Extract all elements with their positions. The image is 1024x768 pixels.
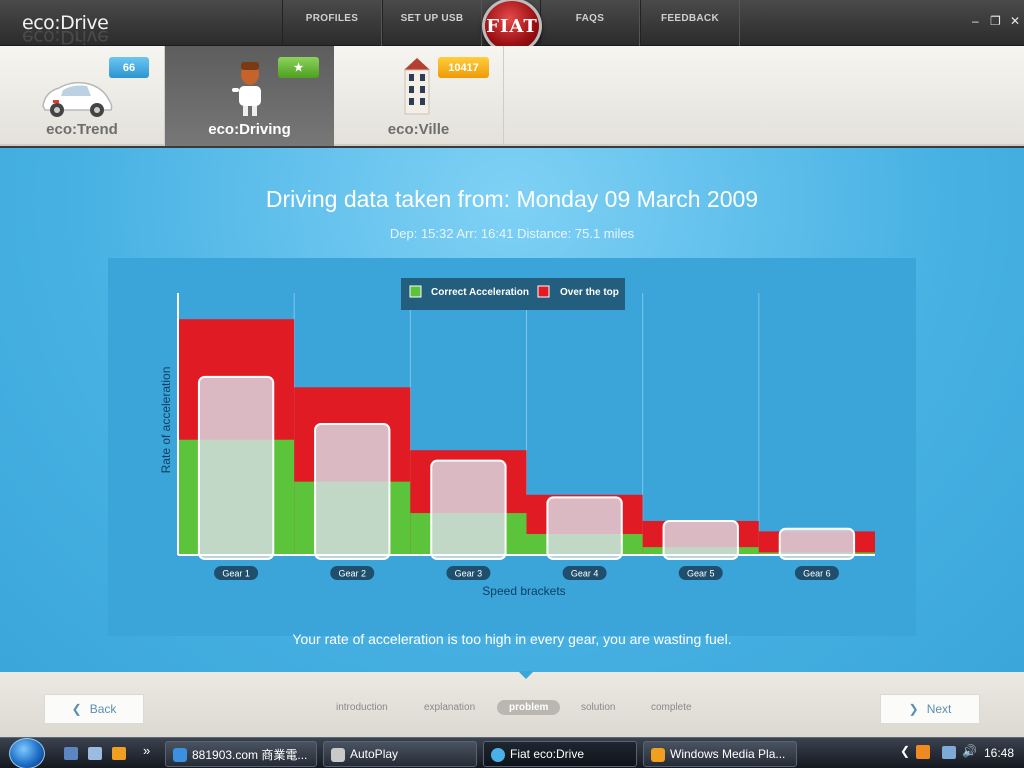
media-player-icon[interactable] <box>112 747 126 760</box>
bar-average <box>778 527 856 560</box>
windows-taskbar: » 881903.com 商業電... AutoPlay Fiat eco:Dr… <box>0 737 1024 768</box>
next-button[interactable]: ❯ Next <box>880 694 980 724</box>
building-icon <box>404 58 430 115</box>
star-icon: ★ <box>278 57 319 78</box>
close-icon[interactable]: ✕ <box>1010 14 1021 28</box>
tab-eco-driving[interactable]: ★ eco:Driving <box>165 46 334 146</box>
bar-average <box>430 459 507 560</box>
bottom-navigation: ❮ Back introduction explanation problem … <box>0 671 1024 737</box>
acceleration-chart-panel: Gear 1 Gear 2 Gear 3 Gear 4 Gear 5 Gear 6 Spe… <box>108 258 916 636</box>
result-message: Your rate of acceleration is too high in… <box>292 631 732 647</box>
legend-swatch-correct <box>409 285 422 298</box>
back-button[interactable]: ❮ Back <box>44 694 144 724</box>
tab-divider <box>503 46 504 146</box>
tray-expand-icon[interactable]: ❮ <box>900 744 911 758</box>
x-tick-label: Gear 6 <box>803 569 831 579</box>
nav-feedback[interactable]: FEEDBACK <box>640 0 740 46</box>
language-bar-icon[interactable] <box>916 745 930 759</box>
acceleration-chart: Gear 1 Gear 2 Gear 3 Gear 4 Gear 5 Gear 6 Spe… <box>159 278 875 598</box>
x-tick-pill <box>214 566 259 580</box>
chevron-left-icon: ❮ <box>71 702 82 716</box>
bar-average <box>197 375 275 560</box>
tab-label: eco:Driving <box>208 121 291 138</box>
y-axis-title: Rate of acceleration <box>159 367 173 474</box>
car-icon <box>42 81 113 117</box>
next-button-label: Next <box>926 702 952 716</box>
step-explanation[interactable]: explanation <box>424 702 476 713</box>
task-label: AutoPlay <box>350 747 399 761</box>
bar-average <box>662 519 739 561</box>
taskbar-item-browser[interactable]: 881903.com 商業電... <box>165 741 317 767</box>
step-problem[interactable]: problem <box>497 700 561 715</box>
x-tick-label: Gear 4 <box>571 569 599 579</box>
minimize-icon[interactable]: – <box>972 14 979 28</box>
eco-ville-score-badge: 10417 <box>438 57 489 78</box>
task-label: Windows Media Pla... <box>670 747 786 761</box>
tab-label: eco:Ville <box>387 121 450 138</box>
volume-icon[interactable]: 🔊 <box>962 744 977 758</box>
step-introduction[interactable]: introduction <box>336 702 388 713</box>
x-tick-label: Gear 2 <box>338 569 366 579</box>
bar-average <box>546 496 623 560</box>
quick-launch-overflow[interactable]: » <box>143 743 151 758</box>
tab-label: eco:Trend <box>46 121 118 138</box>
drive-icon <box>331 748 345 762</box>
x-tick-pill <box>446 566 491 580</box>
step-complete[interactable]: complete <box>651 702 692 713</box>
legend-swatch-over <box>537 285 550 298</box>
back-button-label: Back <box>89 702 117 716</box>
bar-average <box>314 423 391 560</box>
chart-legend: Correct Acceleration Over the top <box>401 278 625 310</box>
internet-explorer-icon <box>173 748 187 762</box>
x-axis-title: Speed brackets <box>482 584 565 598</box>
trip-details: Dep: 15:32 Arr: 16:41 Distance: 75.1 mil… <box>389 226 635 241</box>
media-player-icon <box>651 748 665 762</box>
top-bar: eco:Drive eco:Drive PROFILES SET UP USB … <box>0 0 1024 54</box>
legend-label-over: Over the top <box>560 287 619 298</box>
task-label: Fiat eco:Drive <box>510 747 585 761</box>
taskbar-item-media-player[interactable]: Windows Media Pla... <box>643 741 797 767</box>
task-label: 881903.com 商業電... <box>192 747 308 762</box>
step-solution[interactable]: solution <box>581 702 616 713</box>
nav-profiles[interactable]: PROFILES <box>282 0 382 46</box>
clock[interactable]: 16:48 <box>984 746 1015 760</box>
taskbar-item-autoplay[interactable]: AutoPlay <box>323 741 477 767</box>
x-tick-label: Gear 3 <box>455 569 483 579</box>
tab-eco-ville[interactable]: 10417 eco:Ville <box>334 46 503 146</box>
x-tick-pill <box>330 566 375 580</box>
eco-trend-score-badge: 66 <box>109 57 149 78</box>
network-icon[interactable] <box>942 746 956 759</box>
legend-background <box>401 278 625 310</box>
top-nav-left: PROFILES SET UP USB <box>282 0 482 46</box>
page-title: Driving data taken from: Monday 09 March… <box>265 186 759 212</box>
tab-eco-trend[interactable]: 66 eco:Trend <box>0 46 164 146</box>
profile-tabs: 66 eco:Trend ★ eco:Driving 10417 eco:Vil… <box>0 46 1024 146</box>
chevron-right-icon: ❯ <box>908 702 919 716</box>
nav-faqs[interactable]: FAQS <box>540 0 640 46</box>
eco-drive-app-icon <box>491 748 505 762</box>
app-logo: eco:Drive <box>22 12 109 34</box>
nav-setup-usb[interactable]: SET UP USB <box>382 0 482 46</box>
app-logo-reflection: eco:Drive <box>22 26 109 48</box>
top-nav-right: FAQS FEEDBACK <box>540 0 740 46</box>
taskbar-item-eco-drive[interactable]: Fiat eco:Drive <box>483 741 637 767</box>
x-tick-label: Gear 1 <box>222 569 250 579</box>
x-tick-pill <box>794 566 839 580</box>
driver-character-icon <box>232 62 261 116</box>
legend-label-correct: Correct Acceleration <box>431 287 529 298</box>
switch-windows-icon[interactable] <box>88 747 102 760</box>
x-tick-label: Gear 5 <box>687 569 715 579</box>
tab-divider <box>164 46 165 146</box>
x-tick-pill <box>562 566 607 580</box>
start-button[interactable] <box>9 738 45 768</box>
x-tick-pill <box>678 566 723 580</box>
main-content: Driving data taken from: Monday 09 March… <box>0 148 1024 672</box>
pointer-notch <box>518 671 534 679</box>
restore-icon[interactable]: ❐ <box>990 14 1001 28</box>
show-desktop-icon[interactable] <box>64 747 78 760</box>
